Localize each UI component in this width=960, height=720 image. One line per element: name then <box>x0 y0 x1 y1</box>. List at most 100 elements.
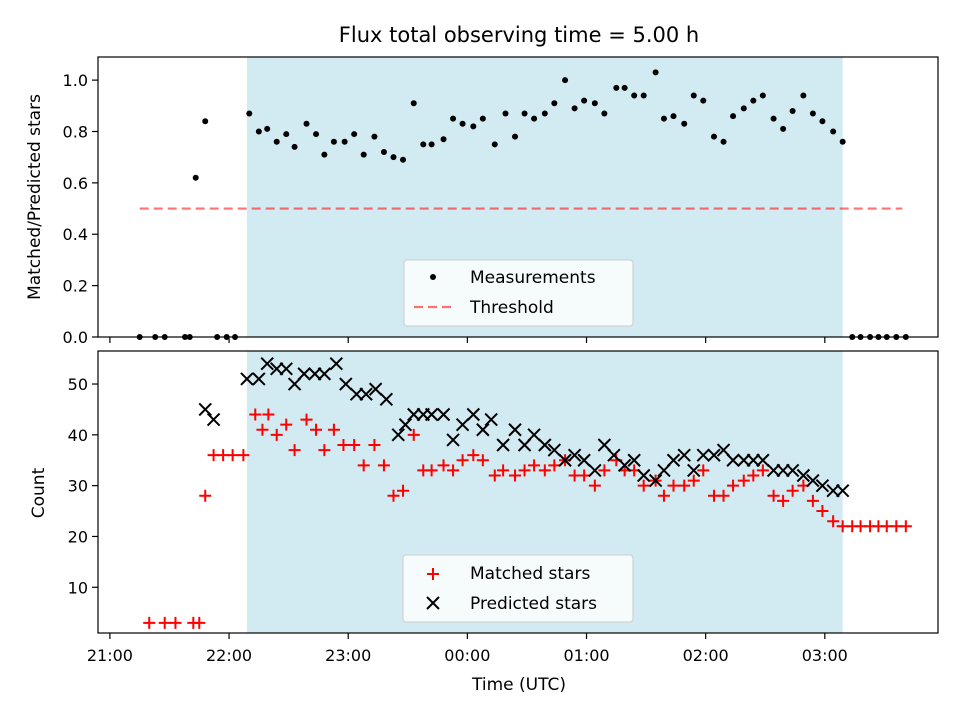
matched-star-point <box>348 439 361 451</box>
predicted-star-point <box>666 453 681 467</box>
matched-star-point <box>270 428 283 441</box>
predicted-star-point <box>766 463 781 478</box>
bottom-x-ticks: 21:00 22:00 23:00 00:00 01:00 02:00 03:00 <box>87 633 848 665</box>
y-tick-label: 0.4 <box>63 225 88 244</box>
matched-star-point <box>467 449 480 462</box>
measurement-point <box>819 118 826 125</box>
matched-star-point <box>667 479 680 492</box>
measurement-point <box>330 138 337 145</box>
matched-star-point <box>327 423 340 436</box>
predicted-star-point <box>349 387 364 401</box>
measurement-point <box>390 154 397 161</box>
measurement-point <box>613 84 620 91</box>
x-tick-label: 23:00 <box>325 646 371 665</box>
predicted-star-point <box>466 407 481 422</box>
measurement-point <box>360 151 367 158</box>
matched-star-point <box>806 494 819 507</box>
predicted-star-point <box>835 484 850 498</box>
matched-star-point <box>310 423 323 436</box>
predicted-star-point <box>455 417 470 432</box>
predicted-star-point <box>484 412 498 427</box>
measurement-point <box>291 143 298 150</box>
predicted-star-point <box>627 453 641 467</box>
bottom-y-axis-label: Count <box>29 467 49 518</box>
top-panel-frame <box>97 56 939 338</box>
measurement-points <box>136 69 909 340</box>
y-tick-label: 0.8 <box>63 122 88 141</box>
x-axis-label: Time (UTC) <box>471 675 566 695</box>
measurement-point <box>313 131 320 138</box>
measurement-point <box>400 156 407 163</box>
predicted-star-point <box>746 453 761 467</box>
matched-star-point <box>456 454 469 467</box>
legend-measurements-marker <box>430 274 436 280</box>
bottom-panel: 10 20 30 40 50 21:00 22:00 23:00 00:00 01:00 02:0… <box>29 350 939 695</box>
predicted-star-point <box>588 463 602 478</box>
predicted-star-point <box>577 453 591 467</box>
y-tick-label: 50 <box>68 375 88 394</box>
predicted-star-point <box>806 473 820 488</box>
predicted-star-point <box>308 367 322 381</box>
predicted-star-point <box>260 356 274 371</box>
measurement-point <box>470 123 477 130</box>
matched-star-point <box>425 464 438 477</box>
predicted-star-point <box>270 362 284 376</box>
top-panel: 0.0 0.2 0.4 0.6 0.8 1.0 Matched/Predicted sta… <box>25 56 939 347</box>
matched-star-point <box>687 474 700 487</box>
matched-star-point <box>727 479 740 492</box>
measurement-point <box>700 97 707 104</box>
measurement-point <box>660 115 667 122</box>
y-tick-label: 0.6 <box>63 174 88 193</box>
predicted-star-point <box>398 417 413 432</box>
x-tick-label: 21:00 <box>87 646 133 665</box>
measurement-point <box>531 115 538 122</box>
matched-star-point <box>262 408 275 421</box>
matched-star-point <box>497 464 510 477</box>
matched-stars-points <box>143 408 912 629</box>
measurement-point <box>512 133 519 140</box>
matched-star-point <box>256 423 269 436</box>
x-tick-label: 22:00 <box>206 646 252 665</box>
matched-star-point <box>143 616 156 629</box>
top-y-ticks: 0.0 0.2 0.4 0.6 0.8 1.0 <box>63 71 98 347</box>
predicted-star-point <box>508 423 522 437</box>
measurement-point <box>571 105 578 112</box>
measurement-point <box>273 138 280 145</box>
x-tick-label: 00:00 <box>444 646 490 665</box>
measurement-point <box>640 92 647 99</box>
predicted-star-point <box>538 438 552 452</box>
top-legend: Measurements Threshold <box>403 259 634 327</box>
measurement-point <box>750 97 757 104</box>
measurement-point <box>591 100 598 107</box>
measurement-point <box>681 120 688 127</box>
matched-star-point <box>637 479 650 492</box>
measurement-point <box>551 100 558 107</box>
matched-star-point <box>657 489 670 502</box>
matched-star-point <box>777 494 790 507</box>
predicted-star-point <box>737 453 751 467</box>
measurement-point <box>720 138 727 145</box>
matched-star-point <box>578 469 591 482</box>
predicted-star-point <box>379 392 394 406</box>
bottom-y-ticks: 10 20 30 40 50 <box>68 375 98 597</box>
predicted-star-point <box>796 468 811 483</box>
measurement-point <box>351 131 358 138</box>
predicted-star-point <box>407 407 421 422</box>
predicted-star-point <box>317 367 332 381</box>
predicted-star-point <box>424 407 439 422</box>
measurement-point <box>459 120 466 127</box>
predicted-star-point <box>329 356 344 371</box>
measurement-point <box>562 77 569 84</box>
matched-star-point <box>697 464 710 477</box>
matched-star-point <box>767 489 780 502</box>
measurement-point <box>839 138 846 145</box>
matched-star-point <box>368 439 381 451</box>
predicted-star-point <box>617 458 632 473</box>
matched-star-point <box>407 428 420 441</box>
legend-matched-label: Matched stars <box>470 564 590 584</box>
predicted-star-point <box>368 382 383 396</box>
matched-star-point <box>337 439 350 451</box>
predicted-star-point <box>726 453 740 467</box>
measurement-point <box>830 128 837 135</box>
predicted-star-point <box>815 478 830 493</box>
